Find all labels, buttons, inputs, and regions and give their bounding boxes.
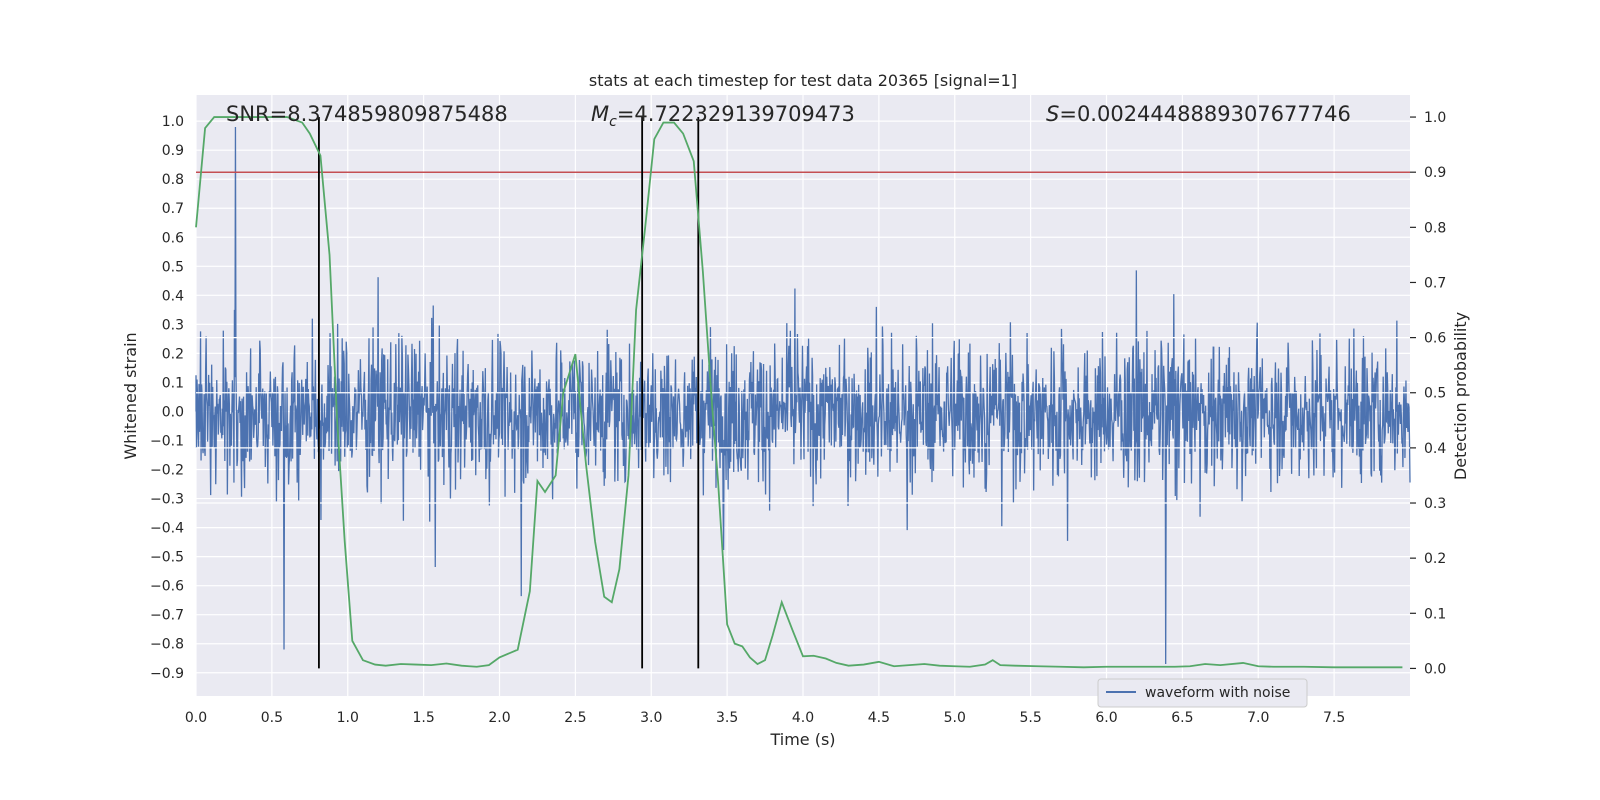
x-tick-label: 3.5 xyxy=(716,710,738,726)
s-annotation: S=0.0024448889307677746 xyxy=(1046,102,1351,126)
y-tick-label-left: 0.5 xyxy=(162,259,184,275)
y-tick-label-left: −0.4 xyxy=(150,521,184,537)
y-tick-label-left: 1.0 xyxy=(162,114,184,130)
x-tick-label: 7.0 xyxy=(1247,710,1269,726)
y-tick-label-left: 0.4 xyxy=(162,288,184,304)
probability-series xyxy=(195,116,1403,669)
y-tick-label-left: −0.2 xyxy=(150,463,184,479)
y-tick-label-left: 0.9 xyxy=(162,143,184,159)
x-tick-label: 5.5 xyxy=(1019,710,1041,726)
chart-title: stats at each timestep for test data 203… xyxy=(589,71,1017,90)
x-tick-label: 3.0 xyxy=(640,710,662,726)
y-tick-label-left: 0.6 xyxy=(162,230,184,246)
x-axis-label: Time (s) xyxy=(769,730,835,749)
legend: waveform with noise xyxy=(1097,678,1308,708)
detection-probability-line xyxy=(195,116,1403,669)
snr-annotation: SNR=8.374859809875488 xyxy=(226,102,508,126)
y-tick-label-left: 0.1 xyxy=(162,375,184,391)
x-tick-label: 4.5 xyxy=(868,710,890,726)
y-tick-label-left: 0.2 xyxy=(162,346,184,362)
x-tick-label: 6.0 xyxy=(1095,710,1117,726)
x-tick-label: 0.0 xyxy=(185,710,207,726)
y-axis-label-right: Detection probability xyxy=(1451,312,1470,480)
y-tick-label-left: −0.8 xyxy=(150,637,184,653)
x-tick-label: 1.0 xyxy=(337,710,359,726)
y-tick-label-left: 0.8 xyxy=(162,172,184,188)
y-tick-label-right: 0.5 xyxy=(1424,386,1446,402)
y-tick-label-right: 0.9 xyxy=(1424,165,1446,181)
y-tick-label-right: 0.2 xyxy=(1424,551,1446,567)
x-tick-label: 2.0 xyxy=(488,710,510,726)
waveform-with-noise-line xyxy=(195,126,1411,665)
mc-annotation: Mc=4.722329139709473 xyxy=(591,102,855,130)
y-tick-label-right: 0.8 xyxy=(1424,220,1446,236)
legend-label: waveform with noise xyxy=(1145,685,1290,701)
y-tick-label-left: 0.0 xyxy=(162,404,184,420)
x-tick-label: 1.5 xyxy=(412,710,434,726)
x-tick-label: 7.5 xyxy=(1323,710,1345,726)
y-tick-label-right: 0.7 xyxy=(1424,275,1446,291)
tick-labels: 0.0 0.5 1.0 1.5 2.0 2.5 3.0 3.5 4.0 4.5 5.0 5.5 6.0 6… xyxy=(150,110,1446,726)
y-tick-label-right: 0.0 xyxy=(1424,661,1446,677)
y-tick-label-right: 0.3 xyxy=(1424,496,1446,512)
y-tick-label-left: −0.7 xyxy=(150,608,184,624)
y-tick-label-left: −0.1 xyxy=(150,434,184,450)
y-tick-label-left: −0.6 xyxy=(150,579,184,595)
x-tick-label: 5.0 xyxy=(944,710,966,726)
y-tick-label-left: −0.5 xyxy=(150,550,184,566)
y-tick-label-left: −0.9 xyxy=(150,666,184,682)
y-tick-label-right: 0.4 xyxy=(1424,441,1446,457)
y-tick-label-left: 0.7 xyxy=(162,201,184,217)
y-axis-label-left: Whitened strain xyxy=(121,332,140,459)
y-tick-label-right: 0.1 xyxy=(1424,606,1446,622)
x-tick-label: 2.5 xyxy=(564,710,586,726)
x-tick-label: 6.5 xyxy=(1171,710,1193,726)
y-tick-label-left: 0.3 xyxy=(162,317,184,333)
y-tick-label-left: −0.3 xyxy=(150,492,184,508)
x-tick-label: 4.0 xyxy=(792,710,814,726)
y-tick-label-right: 0.6 xyxy=(1424,331,1446,347)
waveform-series xyxy=(195,126,1411,665)
overlay-lines xyxy=(196,117,1410,669)
x-tick-label: 0.5 xyxy=(261,710,283,726)
y-tick-label-right: 1.0 xyxy=(1424,110,1446,126)
legend-box xyxy=(1097,678,1308,708)
